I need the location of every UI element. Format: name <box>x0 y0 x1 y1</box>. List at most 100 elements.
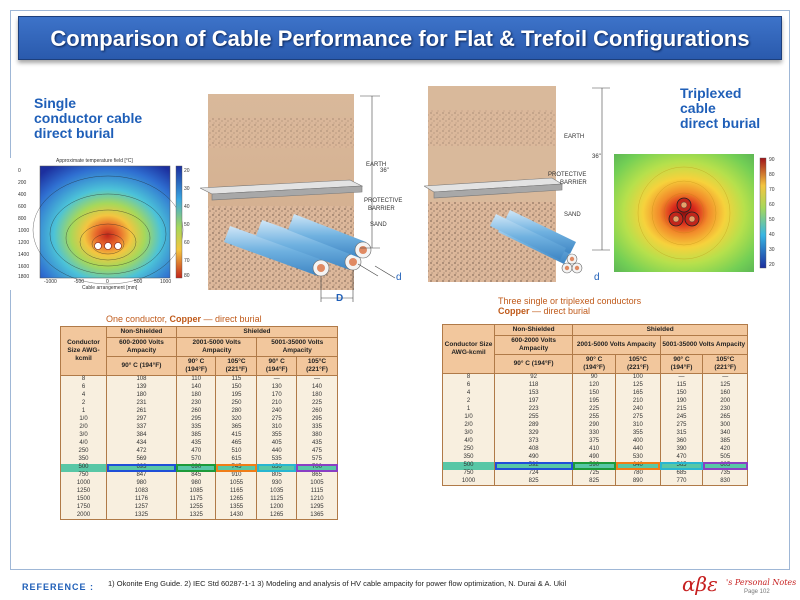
table-row: 250 472 470 510 440 475 <box>60 447 339 456</box>
cbar-tick: 40 <box>184 204 190 210</box>
ampacity-cell: — <box>256 375 297 384</box>
y-tick: 1200 <box>18 240 30 246</box>
trefoil-heatmap-graphic <box>614 154 767 272</box>
ampacity-cell: 384 <box>106 431 177 440</box>
ampacity-cell: 255 <box>493 413 574 422</box>
ampacity-cell: 275 <box>659 421 704 430</box>
ampacity-cell: 490 <box>572 453 617 462</box>
ampacity-cell: 210 <box>615 397 661 406</box>
right-table-caption: Three single or triplexed conductors Cop… <box>498 296 641 316</box>
brand-text: 's Personal Notes <box>726 578 797 587</box>
ampacity-cell: 150 <box>659 389 704 398</box>
table-row: 1750 1257 1255 1355 1200 1295 <box>60 503 339 512</box>
ampacity-cell: 380 <box>295 431 339 440</box>
flat-barrier-label-1: PROTECTIVE <box>364 198 403 204</box>
ampacity-cell: 223 <box>493 405 574 414</box>
right-heading-line-3: direct burial <box>680 115 761 131</box>
ampacity-cell: 335 <box>295 423 339 432</box>
cbar-tick: 80 <box>184 273 190 279</box>
ampacity-cell: 315 <box>659 429 704 438</box>
ampacity-cell: 230 <box>175 399 217 408</box>
ampacity-cell: 260 <box>295 407 339 416</box>
ampacity-cell: 780 <box>615 469 661 478</box>
table-row: 250 408 410 440 390 420 <box>442 445 748 454</box>
ampacity-cell: 375 <box>572 437 617 446</box>
right-caption-bold: Copper <box>498 306 530 316</box>
col-temp-header: 105°C (221°F) <box>615 354 661 374</box>
ampacity-cell: 300 <box>702 421 748 430</box>
col-conductor-header: Conductor Size AWG-kcmil <box>60 326 107 376</box>
ampacity-cell: 110 <box>175 375 217 384</box>
conductor-size-cell: 1500 <box>60 495 107 504</box>
x-tick: 500 <box>134 279 143 285</box>
flat-barrier-label-2: BARRIER <box>368 206 395 212</box>
table-row: 750 847 845 910 805 865 <box>60 471 339 480</box>
ampacity-cell: 337 <box>106 423 177 432</box>
ampacity-cell: 825 <box>493 477 574 486</box>
ampacity-cell: 475 <box>295 447 339 456</box>
conductor-size-cell: 6 <box>442 381 495 390</box>
ampacity-cell: 1165 <box>215 487 258 496</box>
cbar-tick: 90 <box>769 157 775 163</box>
table-row: 6 118 120 125 115 125 <box>442 381 748 390</box>
ampacity-cell: 153 <box>493 389 574 398</box>
table-row: 1/0 255 255 275 245 265 <box>442 413 748 422</box>
flat-heatmap-graphic <box>32 165 184 285</box>
ampacity-cell: 255 <box>572 413 617 422</box>
table-row: 1000 980 980 1055 930 1005 <box>60 479 339 488</box>
col-temp-header: 90° C (194°F) <box>175 356 217 376</box>
ampacity-cell: 590 <box>572 461 617 470</box>
ampacity-cell: 1176 <box>106 495 177 504</box>
ampacity-cell: 575 <box>295 455 339 464</box>
x-tick: -1000 <box>44 279 57 285</box>
ampacity-cell: 90 <box>572 373 617 382</box>
conductor-size-cell: 8 <box>442 373 495 382</box>
ampacity-cell: 1125 <box>256 495 297 504</box>
col-v1-header: 600-2000 Volts Ampacity <box>493 335 574 355</box>
ampacity-cell: 373 <box>493 437 574 446</box>
y-tick: 600 <box>18 204 27 210</box>
flat-heatmap-title: Approximate temperature field [°C] <box>56 158 133 164</box>
table-row: 500 592 590 640 565 605 <box>442 461 748 470</box>
ampacity-cell: 1265 <box>215 495 258 504</box>
ampacity-cell: 231 <box>106 399 177 408</box>
ampacity-cell: 210 <box>256 399 297 408</box>
ampacity-cell: 190 <box>659 397 704 406</box>
flat-earth-label: EARTH <box>366 162 387 168</box>
col-conductor-header: Conductor Size AWG-kcmil <box>442 324 495 374</box>
page-number: Page 102 <box>744 589 770 595</box>
ampacity-cell: 1430 <box>215 511 258 520</box>
left-heading-line-1: Single <box>34 95 77 111</box>
trefoil-temperature-field-plot: 20 30 40 50 60 70 80 90 <box>612 152 780 274</box>
title-bar: Comparison of Cable Performance for Flat… <box>18 16 782 60</box>
y-tick: 1400 <box>18 252 30 258</box>
ampacity-cell: 240 <box>256 407 297 416</box>
left-heading: Single conductor cable direct burial <box>34 96 142 141</box>
ampacity-cell: 472 <box>106 447 177 456</box>
table-row: 750 724 725 780 685 735 <box>442 469 748 478</box>
conductor-size-cell: 500 <box>60 463 107 472</box>
left-caption-prefix: One conductor, <box>106 314 170 324</box>
table-row: 1500 1176 1175 1265 1125 1210 <box>60 495 339 504</box>
conductor-size-cell: 1/0 <box>60 415 107 424</box>
ampacity-cell: 1210 <box>295 495 339 504</box>
ampacity-cell: 180 <box>295 391 339 400</box>
col-non-shielded-header: Non-Shielded <box>493 324 574 336</box>
flat-temperature-field-plot: Approximate temperature field [°C] <box>10 158 192 291</box>
ampacity-cell: 290 <box>572 421 617 430</box>
ampacity-cell: 230 <box>702 405 748 414</box>
col-temp-header: 90° C (194°F) <box>659 354 704 374</box>
ampacity-cell: 1265 <box>256 511 297 520</box>
table-row: 350 490 490 530 470 505 <box>442 453 748 462</box>
right-heading-line-1: Triplexed <box>680 85 742 101</box>
ampacity-cell: 405 <box>256 439 297 448</box>
flat-d-label: d <box>396 272 402 283</box>
ampacity-cell: 980 <box>175 479 217 488</box>
ampacity-cell: 725 <box>572 469 617 478</box>
conductor-size-cell: 1000 <box>442 477 495 486</box>
ampacity-cell: 115 <box>215 375 258 384</box>
col-temp-header: 90° C (194°F) <box>256 356 297 376</box>
ampacity-cell: 745 <box>215 463 258 472</box>
conductor-size-cell: 2/0 <box>60 423 107 432</box>
ampacity-cell: 735 <box>702 469 748 478</box>
